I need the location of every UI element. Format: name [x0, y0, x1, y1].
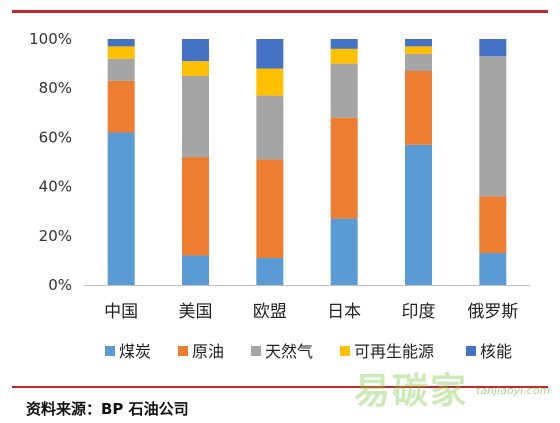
y-tick-label: 0%: [48, 276, 72, 294]
legend-swatch: [178, 346, 188, 356]
bar-segment: [256, 68, 284, 96]
bar-segment: [479, 56, 507, 197]
bar-segment: [256, 257, 284, 285]
bar-segment: [256, 39, 284, 69]
top-divider: [12, 10, 548, 13]
y-tick-label: 20%: [39, 227, 72, 245]
bar-segment: [182, 157, 209, 256]
y-tick-label: 80%: [39, 79, 72, 97]
y-tick-label: 100%: [29, 30, 72, 48]
bar-segment: [330, 63, 358, 118]
bar-segment: [330, 117, 358, 219]
legend-swatch: [105, 346, 115, 356]
legend-label: 原油: [192, 342, 224, 361]
x-category-label: 美国: [179, 302, 213, 322]
bar-segment: [330, 39, 358, 49]
bar-segment: [256, 159, 284, 258]
y-tick-label: 60%: [39, 128, 72, 146]
source-note: 资料来源：BP 石油公司: [26, 400, 189, 418]
x-category-label: 印度: [402, 302, 436, 322]
bottom-divider: [12, 386, 548, 388]
bar-segment: [405, 144, 432, 285]
x-category-label: 俄罗斯: [467, 302, 518, 322]
legend-label: 核能: [480, 342, 512, 361]
watermark-logo: 易碳家 tanjiaoyi.com: [346, 360, 550, 420]
bar-segment: [107, 58, 135, 81]
bar-segment: [479, 196, 507, 254]
bar-segment: [405, 39, 432, 47]
legend-swatch: [466, 346, 476, 356]
x-category-label: 日本: [327, 302, 361, 322]
bar-segment: [479, 253, 507, 285]
legend-label: 可再生能源: [354, 342, 434, 361]
bar-segment: [405, 46, 432, 54]
bar-segment: [182, 61, 209, 76]
bar-segment: [330, 48, 358, 64]
bar-segment: [405, 70, 432, 145]
bar-segment: [182, 39, 209, 62]
watermark-text: 易碳家: [354, 370, 469, 412]
legend-label: 煤炭: [119, 342, 151, 361]
bar-segment: [330, 218, 358, 285]
bar-segment: [107, 46, 135, 59]
bar-segment: [405, 53, 432, 71]
x-category-label: 中国: [104, 302, 138, 322]
bar-segment: [479, 39, 507, 57]
legend-label: 天然气: [265, 342, 313, 361]
bar-segment: [182, 255, 209, 285]
watermark-url: tanjiaoyi.com: [476, 384, 551, 397]
legend-swatch: [340, 346, 350, 356]
bar-segment: [182, 75, 209, 158]
bar-segment: [107, 80, 135, 133]
legend-swatch: [251, 346, 261, 356]
bar-segment: [107, 132, 135, 285]
x-category-label: 欧盟: [253, 302, 287, 322]
bar-segment: [256, 95, 284, 160]
y-tick-label: 40%: [39, 178, 72, 196]
bar-segment: [107, 39, 135, 47]
